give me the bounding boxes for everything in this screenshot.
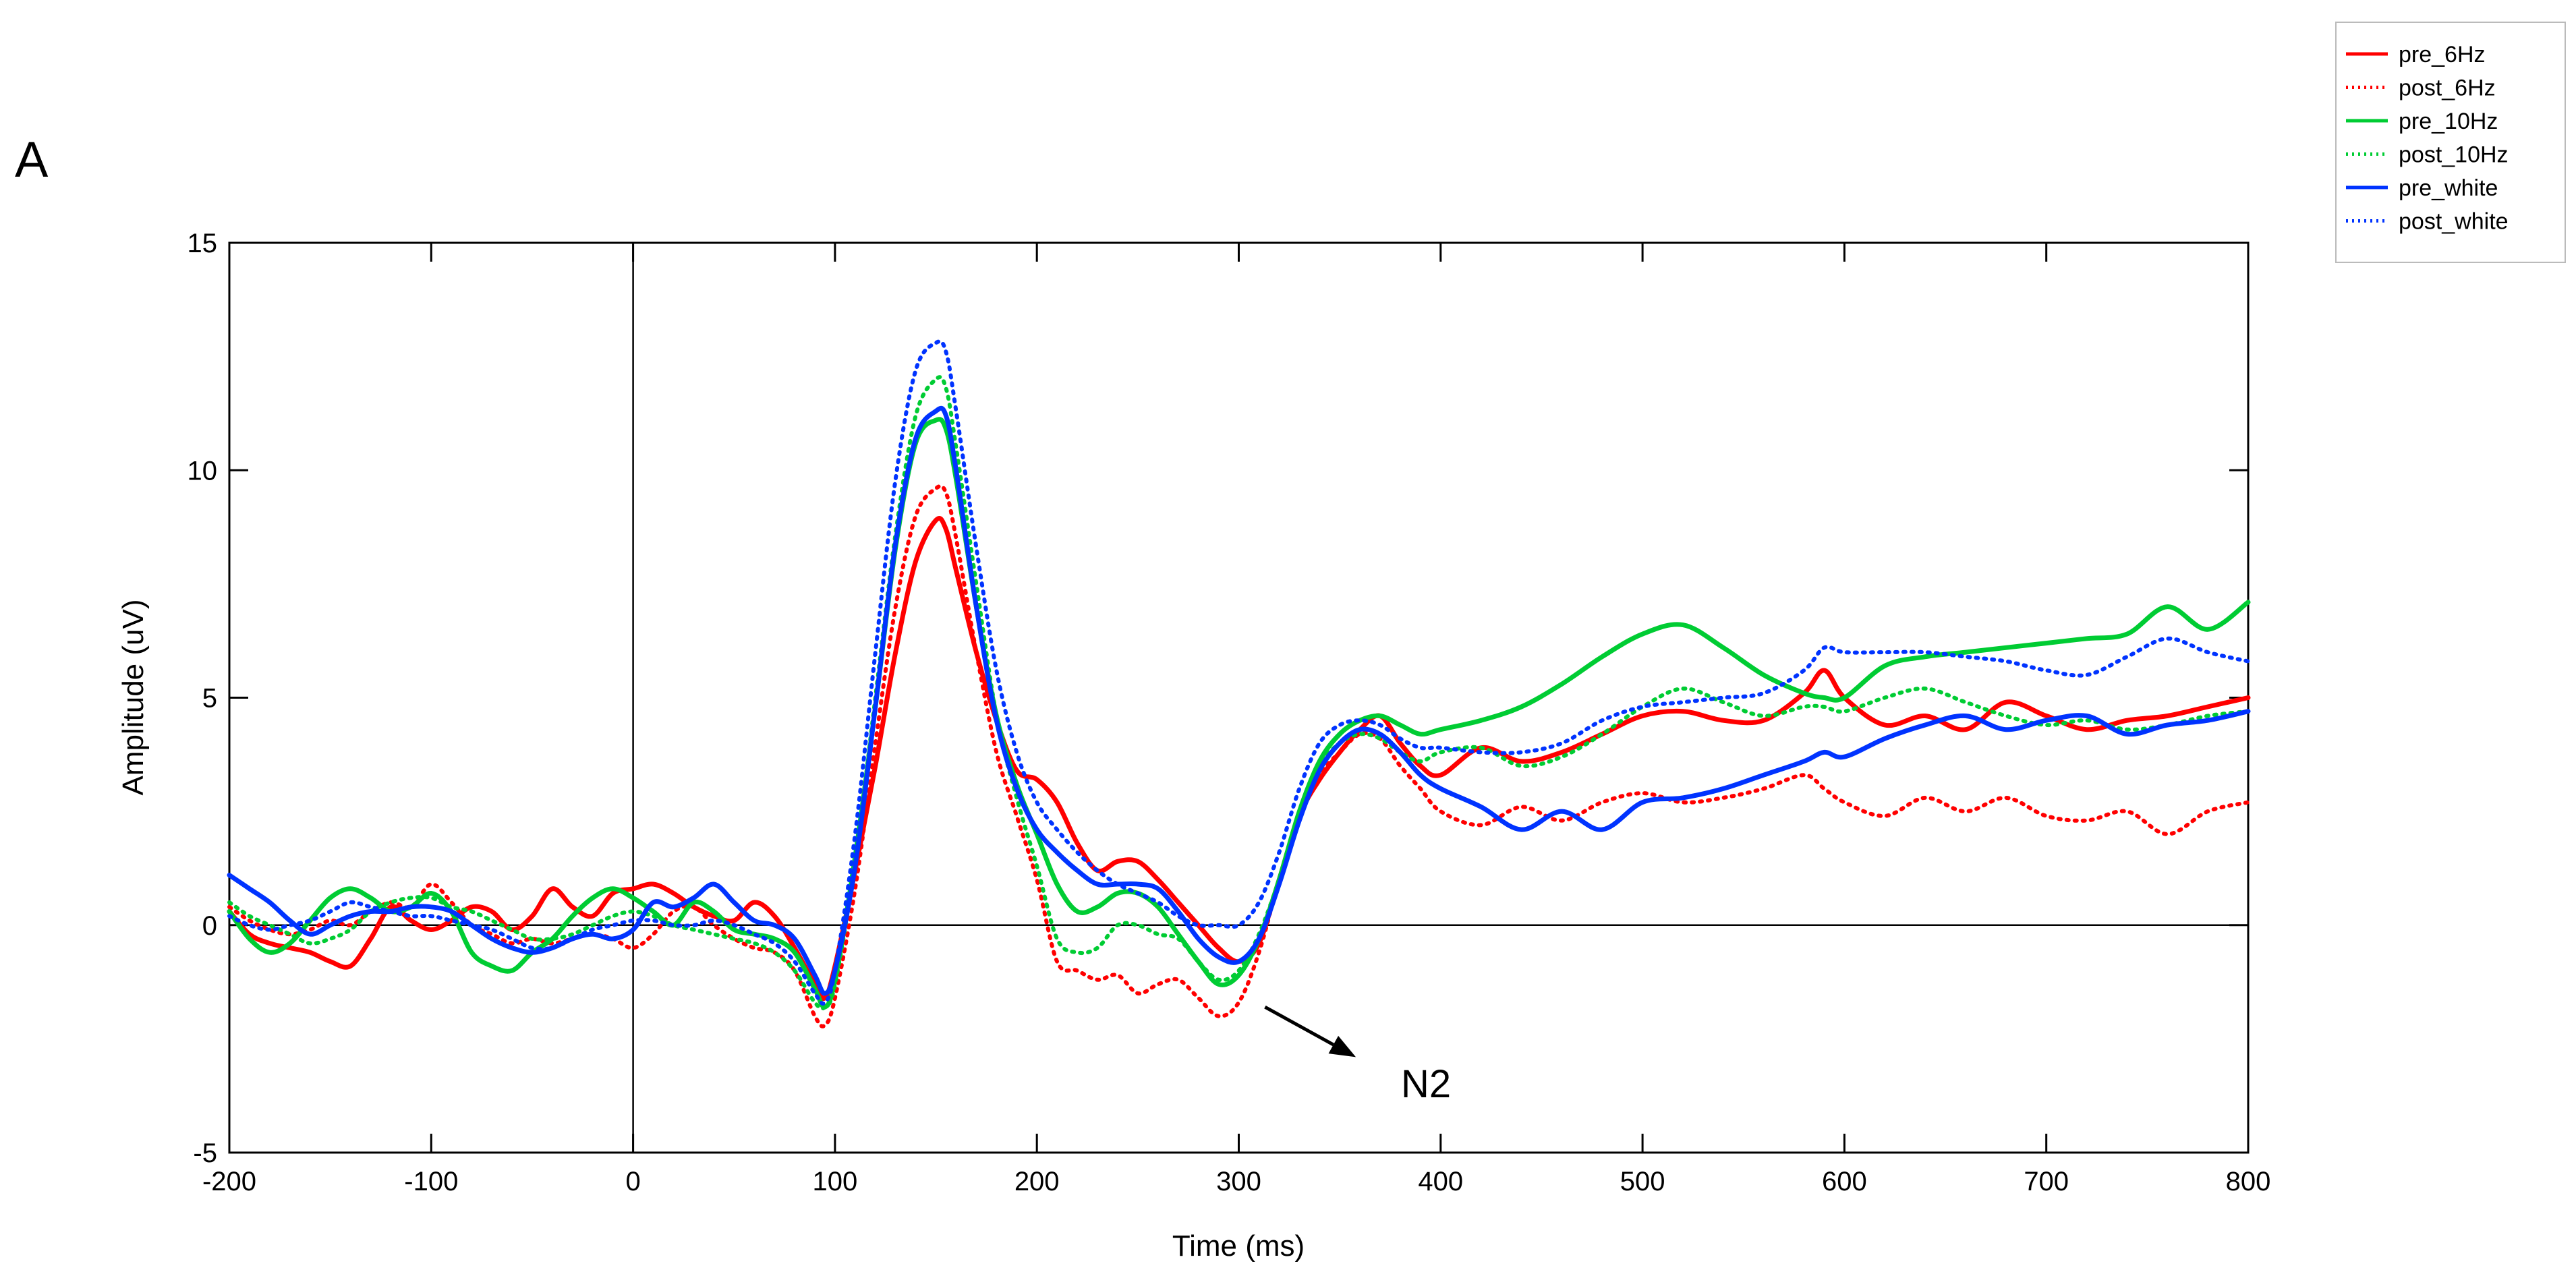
x-tick-label: 500 [1620, 1167, 1665, 1196]
x-tick-label: 300 [1216, 1167, 1261, 1196]
x-tick-label: -100 [404, 1167, 458, 1196]
y-tick-label: 0 [202, 911, 217, 941]
x-tick-label: 0 [625, 1167, 640, 1196]
y-tick-label: 5 [202, 684, 217, 714]
reference-lines [229, 243, 2248, 1153]
x-axis-label: Time (ms) [1172, 1229, 1305, 1263]
x-tick-label: 800 [2226, 1167, 2271, 1196]
legend-label: pre_white [2399, 175, 2498, 201]
legend-label: pre_10Hz [2399, 109, 2498, 134]
series-line-post-6Hz [227, 484, 2250, 1028]
arrowhead-icon [1328, 1035, 1356, 1057]
series-line-pre-white [227, 405, 2251, 996]
axis-ticks [228, 241, 2250, 1154]
x-tick-label: 100 [813, 1167, 858, 1196]
y-tick-label: 10 [188, 456, 218, 486]
y-tick-label: -5 [193, 1138, 217, 1168]
n2-label: N2 [1401, 1062, 1451, 1106]
legend-items: pre_6Hz post_6Hz pre_10Hz post_10Hz pre_whit… [2346, 42, 2509, 235]
series-line-pre-6Hz [227, 516, 2251, 1002]
legend-box [2335, 22, 2566, 263]
n2-arrow-icon [1264, 1005, 1335, 1047]
plot-area [227, 241, 2251, 1154]
legend-label: post_10Hz [2399, 142, 2509, 168]
y-axis-label: Amplitude (uV) [117, 599, 150, 795]
plot-frame [228, 241, 2250, 1154]
x-tick-label: 200 [1014, 1167, 1060, 1196]
legend: pre_6Hz post_6Hz pre_10Hz post_10Hz pre_whit… [2335, 22, 2566, 263]
y-axis-tick-labels: -5 0 5 10 15 [188, 229, 218, 1168]
x-tick-label: 700 [2024, 1167, 2069, 1196]
x-tick-label: 600 [1822, 1167, 1867, 1196]
legend-label: pre_6Hz [2399, 42, 2486, 67]
x-tick-label: -200 [202, 1167, 256, 1196]
series-lines [227, 339, 2251, 1028]
panel-label: A [15, 132, 49, 187]
x-tick-label: 400 [1418, 1167, 1463, 1196]
legend-label: post_6Hz [2399, 76, 2496, 101]
series-line-post-white [227, 339, 2250, 1006]
y-tick-label: 15 [188, 229, 218, 258]
legend-label: post_white [2399, 209, 2509, 235]
n2-annotation: N2 [1264, 1005, 1451, 1106]
x-axis-tick-labels: -200 -100 0 100 200 300 400 500 600 700 800 [202, 1167, 2270, 1196]
